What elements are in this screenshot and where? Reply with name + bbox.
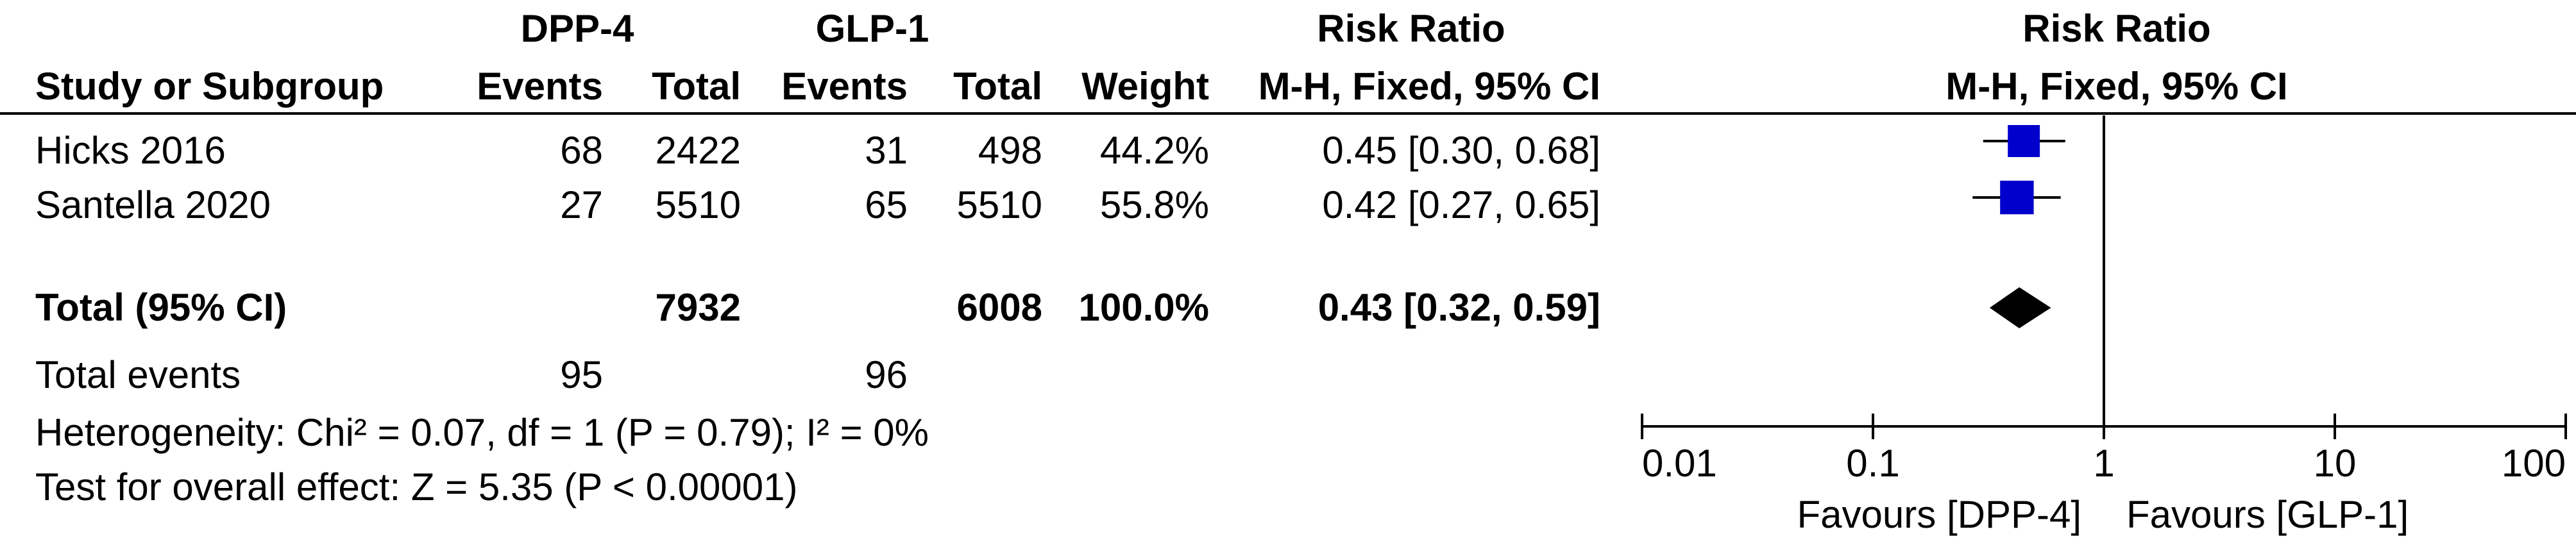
x-tick-label: 10 bbox=[2314, 442, 2357, 485]
total-events1: 95 bbox=[560, 353, 603, 396]
heterogeneity-text: Heterogeneity: Chi² = 0.07, df = 1 (P = … bbox=[35, 411, 929, 454]
study-name: Hicks 2016 bbox=[35, 129, 226, 172]
col-weight-header: Weight bbox=[1081, 65, 1209, 108]
study-weight: 55.8% bbox=[1099, 183, 1209, 226]
x-tick-label: 0.1 bbox=[1846, 442, 1899, 485]
overall-effect-text: Test for overall effect: Z = 5.35 (P < 0… bbox=[35, 465, 798, 508]
total-events2: 96 bbox=[865, 353, 908, 396]
rr-title: Risk Ratio bbox=[1317, 7, 1505, 50]
study-effect-marker bbox=[2000, 180, 2034, 215]
study-events1: 68 bbox=[560, 129, 603, 172]
col-study-header: Study or Subgroup bbox=[35, 65, 384, 108]
x-tick-label: 100 bbox=[2502, 442, 2566, 485]
total-events-label: Total events bbox=[35, 353, 241, 396]
group1-header: DPP-4 bbox=[520, 7, 634, 50]
study-rr-text: 0.42 [0.27, 0.65] bbox=[1322, 183, 1600, 226]
group2-header: GLP-1 bbox=[815, 7, 929, 50]
col-total2-header: Total bbox=[953, 65, 1042, 108]
study-weight: 44.2% bbox=[1099, 129, 1209, 172]
x-tick-label: 1 bbox=[2093, 442, 2114, 485]
plot-title: Risk Ratio bbox=[2022, 7, 2211, 50]
study-events2: 65 bbox=[865, 183, 908, 226]
pooled-effect-diamond bbox=[1989, 287, 2051, 328]
study-events1: 27 bbox=[560, 183, 603, 226]
total-weight: 100.0% bbox=[1078, 286, 1210, 329]
total-rr-text: 0.43 [0.32, 0.59] bbox=[1318, 286, 1600, 329]
study-name: Santella 2020 bbox=[35, 183, 271, 226]
total-label: Total (95% CI) bbox=[35, 286, 287, 329]
study-rr-text: 0.45 [0.30, 0.68] bbox=[1322, 129, 1600, 172]
study-total1: 2422 bbox=[655, 129, 741, 172]
study-total2: 5510 bbox=[956, 183, 1042, 226]
plot-method-header: M-H, Fixed, 95% CI bbox=[1945, 65, 2288, 108]
total-total2: 6008 bbox=[956, 286, 1042, 329]
col-events1-header: Events bbox=[477, 65, 603, 108]
favours-left-label: Favours [DPP-4] bbox=[1797, 493, 2081, 536]
col-total1-header: Total bbox=[652, 65, 741, 108]
favours-right-label: Favours [GLP-1] bbox=[2126, 493, 2409, 536]
header-rule bbox=[0, 112, 2576, 115]
col-events2-header: Events bbox=[781, 65, 908, 108]
study-events2: 31 bbox=[865, 129, 908, 172]
study-total1: 5510 bbox=[655, 183, 741, 226]
study-effect-marker bbox=[2008, 125, 2040, 157]
total-total1: 7932 bbox=[655, 286, 741, 329]
x-tick-label: 0.01 bbox=[1642, 442, 1717, 485]
col-method-header: M-H, Fixed, 95% CI bbox=[1258, 65, 1600, 108]
study-total2: 498 bbox=[978, 129, 1042, 172]
